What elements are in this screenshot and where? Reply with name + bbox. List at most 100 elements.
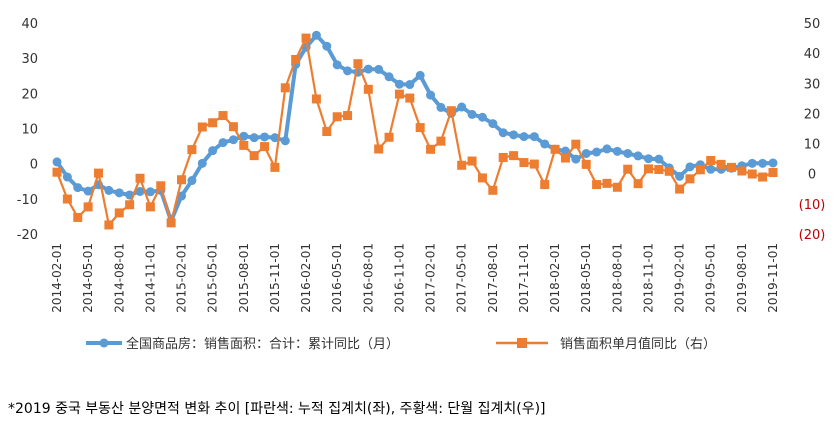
data-point-monthly [156,181,166,191]
data-point-cumulative [571,154,581,164]
data-point-cumulative [104,185,114,195]
right-tick-label: 0 [808,168,816,183]
data-point-cumulative [675,171,685,181]
data-point-monthly [311,94,321,104]
series-line-cumulative [55,33,774,223]
data-point-monthly [623,164,633,174]
data-point-cumulative [384,72,394,82]
right-tick-label: 20 [804,107,821,122]
data-point-cumulative [758,158,768,168]
data-point-monthly [540,180,550,190]
data-point-cumulative [187,176,197,186]
data-point-monthly [726,162,736,172]
data-point-cumulative [52,157,62,167]
data-point-cumulative [467,109,477,119]
data-point-cumulative [208,146,218,156]
x-tick-label: 2017-11-01 [517,243,531,313]
left-tick-label: 30 [21,52,38,67]
data-point-monthly [581,159,591,169]
x-tick-label: 2015-11-01 [268,243,282,313]
data-point-monthly [498,152,508,162]
x-tick-label: 2014-05-01 [81,243,95,313]
data-point-monthly [612,182,622,192]
left-tick-label: 20 [21,87,38,102]
x-tick-label: 2014-08-01 [112,243,126,313]
data-point-monthly [384,132,394,142]
data-point-cumulative [260,132,270,142]
data-point-monthly [353,59,363,69]
data-point-monthly [145,202,155,212]
data-point-monthly [519,158,529,168]
data-point-cumulative [270,133,280,143]
data-point-cumulative [145,187,155,197]
data-point-monthly [125,200,135,210]
legend: 全国商品房：销售面积：合计：累计同比（月） 销售面积单月值同比（右） [86,336,716,352]
data-point-monthly [643,164,653,174]
x-tick-label: 2016-05-01 [330,243,344,313]
x-tick-label: 2018-11-01 [641,243,655,313]
data-point-monthly [322,127,332,137]
right-tick-label: 10 [804,138,821,153]
data-point-cumulative [394,79,404,89]
data-point-cumulative [581,148,591,158]
data-point-cumulative [228,135,238,145]
data-point-monthly [270,162,280,172]
data-point-monthly [83,202,93,212]
data-point-monthly [260,142,270,152]
data-point-monthly [664,166,674,176]
data-point-monthly [114,208,124,218]
data-point-cumulative [218,138,228,148]
x-tick-label: 2016-08-01 [361,243,375,313]
data-point-monthly [488,185,498,195]
data-point-cumulative [529,132,539,142]
legend-label-monthly: 销售面积单月值同比（右） [560,336,716,352]
data-point-monthly [467,156,477,166]
data-point-cumulative [436,102,446,112]
x-tick-label: 2017-08-01 [486,243,500,313]
chart-caption: *2019 중국 부동산 분양면적 변화 추이 [파란색: 누적 집계치(좌),… [8,401,546,417]
data-point-monthly [654,164,664,174]
data-point-monthly [675,184,685,194]
data-point-cumulative [623,148,633,158]
data-point-monthly [135,173,145,183]
data-point-monthly [187,145,197,155]
data-point-monthly [73,212,83,222]
data-point-monthly [239,140,249,150]
x-tick-label: 2019-05-01 [704,243,718,313]
data-point-monthly [768,168,778,178]
data-point-monthly [104,220,114,230]
data-point-monthly [737,166,747,176]
legend-marker-cumulative [99,338,109,348]
data-point-monthly [436,136,446,146]
data-point-cumulative [311,30,321,40]
data-point-monthly [94,168,104,178]
data-point-cumulative [509,130,519,140]
data-point-monthly [550,144,560,154]
data-point-cumulative [197,158,207,168]
data-point-cumulative [239,131,249,141]
data-point-monthly [457,160,467,170]
x-axis: 2014-02-01 2014-05-01 2014-08-01 2014-11-01… [50,243,780,313]
series-group [52,30,778,230]
data-point-monthly [62,194,72,204]
data-point-cumulative [415,70,425,80]
data-point-monthly [747,169,757,179]
data-point-monthly [197,122,207,132]
data-point-monthly [571,139,581,149]
data-point-monthly [363,84,373,94]
data-point-monthly [716,159,726,169]
data-point-cumulative [249,133,259,143]
data-point-monthly [758,172,768,182]
x-tick-label: 2016-11-01 [392,243,406,313]
data-point-cumulative [363,64,373,74]
right-tick-label: 40 [804,47,821,62]
x-tick-label: 2015-02-01 [175,243,189,313]
data-point-cumulative [280,136,290,146]
data-point-monthly [509,151,519,161]
x-tick-label: 2017-02-01 [424,243,438,313]
data-point-cumulative [768,158,778,168]
data-point-cumulative [332,60,342,70]
x-tick-label: 2016-02-01 [299,243,313,313]
data-point-monthly [529,159,539,169]
data-point-cumulative [135,186,145,196]
